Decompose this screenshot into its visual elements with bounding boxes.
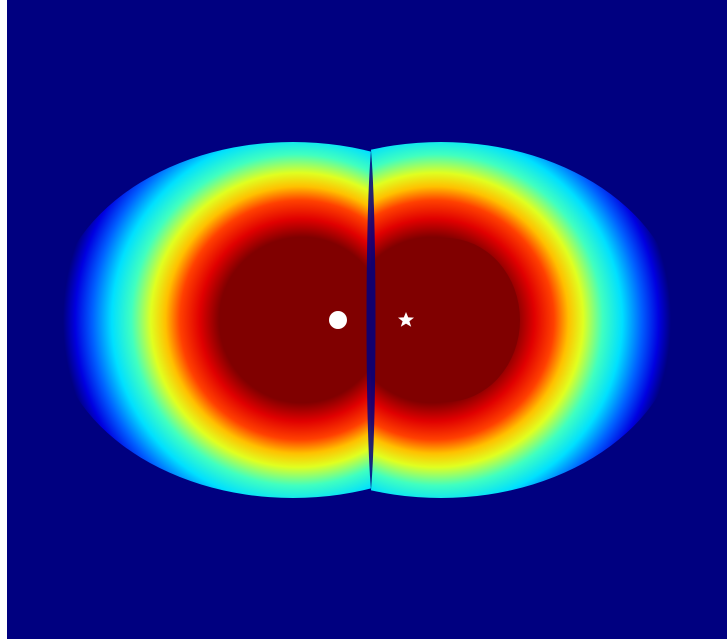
left-lobe-glow xyxy=(53,142,371,498)
right-lobe-core xyxy=(372,238,520,402)
right-lobe xyxy=(371,142,681,498)
left-lobe xyxy=(53,142,371,498)
source-circle-marker xyxy=(329,311,347,329)
field-image xyxy=(7,0,727,639)
left-lobe-core xyxy=(227,238,371,402)
target-star-marker xyxy=(398,312,414,327)
central-seam xyxy=(366,150,376,490)
right-lobe-glow xyxy=(371,142,681,498)
field-svg xyxy=(7,0,727,639)
